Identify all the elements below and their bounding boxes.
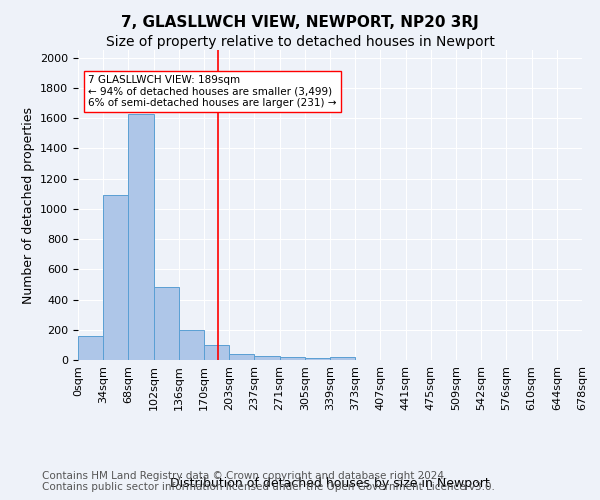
Text: Contains HM Land Registry data © Crown copyright and database right 2024.
Contai: Contains HM Land Registry data © Crown c…: [42, 471, 495, 492]
Bar: [254, 356, 280, 360]
X-axis label: Distribution of detached houses by size in Newport: Distribution of detached houses by size …: [170, 476, 490, 490]
Y-axis label: Number of detached properties: Number of detached properties: [22, 106, 35, 304]
Bar: [103, 195, 128, 360]
Bar: [204, 345, 229, 360]
Bar: [229, 354, 254, 360]
Bar: [78, 336, 103, 360]
Text: 7, GLASLLWCH VIEW, NEWPORT, NP20 3RJ: 7, GLASLLWCH VIEW, NEWPORT, NP20 3RJ: [121, 15, 479, 30]
Text: 7 GLASLLWCH VIEW: 189sqm
← 94% of detached houses are smaller (3,499)
6% of semi: 7 GLASLLWCH VIEW: 189sqm ← 94% of detach…: [88, 75, 337, 108]
Bar: [179, 330, 204, 360]
Bar: [128, 114, 154, 360]
Bar: [305, 358, 330, 360]
Bar: [280, 357, 305, 360]
Bar: [330, 357, 355, 360]
Bar: [154, 288, 179, 360]
Text: Size of property relative to detached houses in Newport: Size of property relative to detached ho…: [106, 35, 494, 49]
